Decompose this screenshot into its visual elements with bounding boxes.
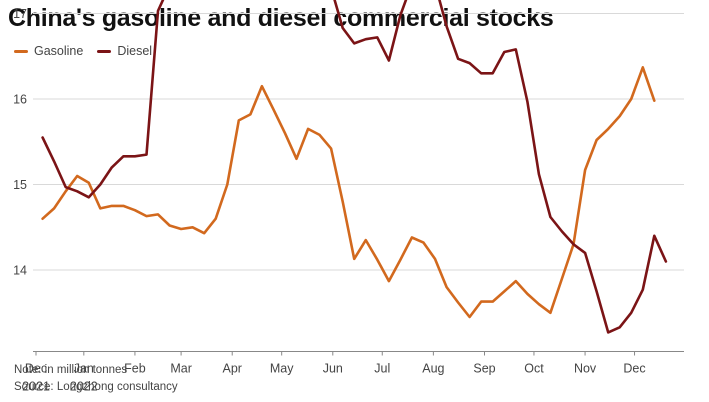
legend-swatch-gasoline bbox=[14, 49, 28, 53]
legend-label-gasoline: Gasoline bbox=[34, 44, 84, 58]
y-tick-label: 15 bbox=[13, 178, 27, 192]
x-tick-label: Dec bbox=[623, 362, 645, 376]
x-tick-label: Jul bbox=[374, 362, 390, 376]
series-line-diesel bbox=[41, 0, 668, 334]
y-tick-label: 16 bbox=[13, 93, 27, 107]
note-text: Note: in million tonnes bbox=[14, 364, 128, 376]
x-tick-label: Mar bbox=[170, 362, 192, 376]
y-tick-label: 14 bbox=[13, 264, 27, 278]
x-tick-label: May bbox=[270, 362, 294, 376]
source-text: Source: Longzhong consultancy bbox=[14, 381, 178, 393]
legend-swatch-diesel bbox=[97, 49, 112, 53]
legend-label-diesel: Diesel bbox=[117, 44, 153, 58]
x-tick-year-label: 2022 bbox=[70, 380, 98, 394]
x-tick-label: Dec bbox=[25, 362, 47, 376]
x-tick-label: Jan bbox=[74, 362, 94, 376]
x-tick-label: Nov bbox=[574, 362, 597, 376]
x-tick-label: Aug bbox=[422, 362, 444, 376]
legend-item-gasoline: Gasoline bbox=[14, 44, 83, 58]
x-tick-label: Oct bbox=[524, 362, 544, 376]
x-tick-label: Jun bbox=[323, 362, 343, 376]
legend-item-diesel: Diesel bbox=[97, 44, 152, 58]
x-tick-label: Apr bbox=[222, 362, 241, 376]
chart-title: China's gasoline and diesel commercial s… bbox=[8, 4, 554, 32]
y-tick-label: 17 bbox=[13, 7, 27, 21]
x-tick-label: Feb bbox=[124, 362, 146, 376]
x-tick-year-label: 2021 bbox=[22, 380, 50, 394]
legend: Gasoline Diesel bbox=[14, 44, 152, 58]
x-tick-label: Sep bbox=[473, 362, 495, 376]
series-line-gasoline bbox=[41, 66, 656, 319]
